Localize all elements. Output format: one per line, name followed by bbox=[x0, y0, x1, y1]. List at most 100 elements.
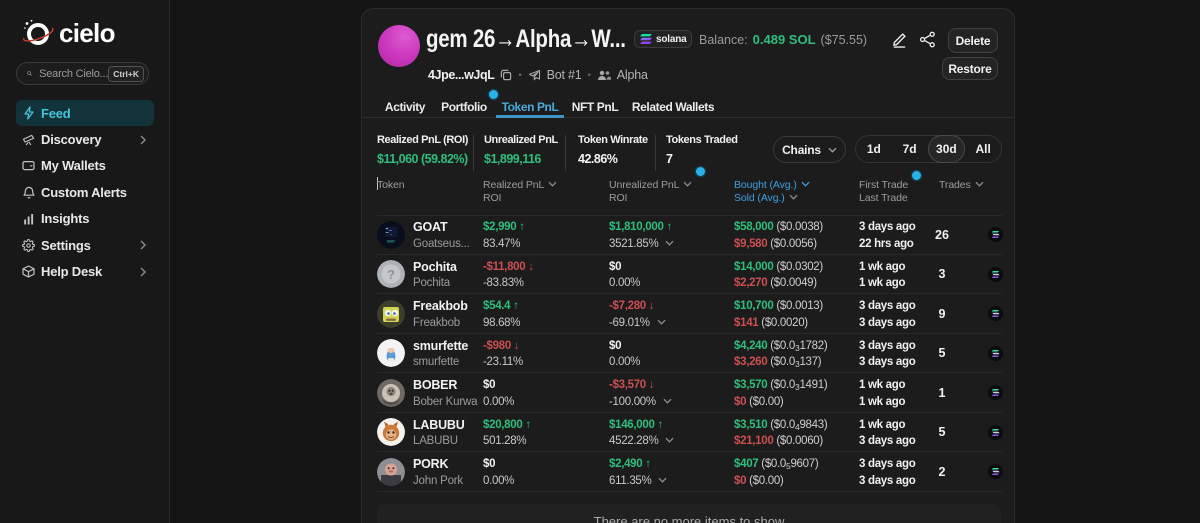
trade-times-cell: 3 days ago 3 days ago bbox=[859, 457, 916, 488]
sidebar-item-insights[interactable]: Insights bbox=[16, 206, 154, 232]
unrealized-pnl-cell: -$7,280 ↓ -69.01% bbox=[609, 299, 666, 330]
token-name: Bober Kurwa bbox=[413, 395, 478, 408]
col-header-unrealized[interactable]: Unrealized PnL ROI bbox=[609, 179, 692, 205]
bought-line: $4,240 ($0.031782) bbox=[734, 339, 828, 353]
col-header-token[interactable]: Token bbox=[377, 179, 405, 191]
realized-pnl-cell: $2,990 ↑ 83.47% bbox=[483, 220, 525, 251]
token-symbol: GOAT bbox=[413, 220, 448, 234]
range-1d[interactable]: 1d bbox=[866, 142, 881, 156]
tab-related-wallets[interactable]: Related Wallets bbox=[631, 100, 715, 114]
solana-chain-icon bbox=[988, 227, 1003, 242]
sidebar-item-custom-alerts[interactable]: Custom Alerts bbox=[16, 179, 154, 205]
chains-dropdown[interactable]: Chains bbox=[773, 136, 846, 163]
last-trade: 3 days ago bbox=[859, 474, 916, 487]
token-names: BOBER Bober Kurwa bbox=[413, 378, 477, 409]
sold-line: $3,260 ($0.03137) bbox=[734, 356, 822, 369]
tab-portfolio[interactable]: Portfolio bbox=[441, 100, 487, 114]
sidebar-item-help-desk[interactable]: Help Desk bbox=[16, 258, 154, 284]
token-row-smurfette[interactable]: smurfette smurfette -$980 ↓ -23.11% $0 0.00% $… bbox=[362, 334, 1016, 374]
first-trade: 3 days ago bbox=[859, 458, 916, 470]
bought-line: $10,700 ($0.0013) bbox=[734, 300, 823, 312]
token-names: smurfette smurfette bbox=[413, 339, 468, 370]
trades-count: 5 bbox=[938, 346, 946, 361]
unrealized-pnl-cell: $0 0.00% bbox=[609, 260, 640, 291]
sidebar-item-label: Insights bbox=[41, 211, 90, 227]
token-row-labubu[interactable]: LABUBU LABUBU $20,800 ↑ 501.28% $146,000 ↑ 45… bbox=[362, 413, 1016, 453]
no-more-items-text: There are no more items to show bbox=[593, 514, 785, 523]
share-icon[interactable] bbox=[919, 31, 936, 48]
token-row-pochita[interactable]: ? Pochita Pochita -$11,800 ↓ -83.83% $0 0.00% $… bbox=[362, 255, 1016, 295]
col-header-bought-sold[interactable]: Bought (Avg.) Sold (Avg.) bbox=[734, 179, 810, 205]
token-row-freakbob[interactable]: Freakbob Freakbob $54.4 ↑ 98.68% -$7,280 ↓ -6… bbox=[362, 294, 1016, 334]
tab-bar: Activity Portfolio Token PnL NFT PnL Related… bbox=[362, 100, 1016, 114]
sidebar-item-settings[interactable]: Settings bbox=[16, 232, 154, 258]
token-row-goat[interactable]: GOAT GOAT Goatseus... $2,990 ↑ 83.47% $1,810,… bbox=[362, 215, 1016, 255]
trade-times-cell: 1 wk ago 1 wk ago bbox=[859, 260, 905, 291]
sidebar-item-discovery[interactable]: Discovery bbox=[16, 126, 154, 152]
col-header-trade-times[interactable]: First Trade Last Trade bbox=[859, 179, 909, 204]
bought-sold-cell: $3,570 ($0.031491) $0 ($0.00) bbox=[734, 378, 828, 409]
token-icon-freakbob bbox=[377, 299, 405, 328]
unrealized-amount: $2,490 ↑ bbox=[609, 458, 651, 470]
realized-pnl-cell: $0 0.00% bbox=[483, 378, 514, 409]
group-label: Alpha bbox=[616, 68, 648, 82]
token-symbol: smurfette bbox=[413, 338, 469, 353]
token-row-bober[interactable]: BOBER Bober Kurwa $0 0.00% -$3,570 ↓ -100.00%… bbox=[362, 373, 1016, 413]
stat-label: Token Winrate bbox=[578, 134, 648, 146]
cielo-logo[interactable]: cielo bbox=[20, 16, 115, 50]
bought-sold-cell: $14,000 ($0.0302) $2,270 ($0.0049) bbox=[734, 260, 823, 291]
telescope-icon bbox=[22, 133, 35, 146]
wallet-title: gem 26→Alpha→W... bbox=[426, 25, 626, 53]
realized-pnl-cell: $54.4 ↑ 98.68% bbox=[483, 299, 521, 330]
unrealized-roi: 611.35% bbox=[609, 474, 667, 488]
copy-icon[interactable] bbox=[500, 69, 512, 81]
stat-value: 7 bbox=[666, 152, 673, 166]
stat-tokens-traded: Tokens Traded 7 bbox=[666, 134, 738, 166]
chain-badge: solana bbox=[634, 30, 693, 48]
sidebar-item-feed[interactable]: Feed bbox=[16, 100, 154, 127]
sidebar-item-label: My Wallets bbox=[41, 158, 106, 174]
range-7d[interactable]: 7d bbox=[902, 142, 917, 156]
tabs-divider bbox=[362, 117, 1014, 118]
first-trade: 3 days ago bbox=[859, 339, 916, 352]
sidebar-item-my-wallets[interactable]: My Wallets bbox=[16, 153, 154, 179]
tab-nft-pnl[interactable]: NFT PnL bbox=[571, 100, 619, 114]
stat-realized-pnl-roi-: Realized PnL (ROI) $11,060 (59.82%) bbox=[377, 134, 468, 166]
sidebar-item-label: Custom Alerts bbox=[41, 184, 127, 200]
first-trade: 1 wk ago bbox=[859, 260, 906, 273]
token-symbol: LABUBU bbox=[413, 417, 465, 432]
notification-dot-tab bbox=[489, 90, 498, 99]
token-name: Pochita bbox=[413, 277, 450, 289]
range-30d[interactable]: 30d bbox=[927, 135, 966, 163]
token-name: John Pork bbox=[413, 474, 463, 487]
col-header-realized[interactable]: Realized PnL ROI bbox=[483, 179, 557, 205]
first-trade: 1 wk ago bbox=[859, 418, 906, 431]
token-icon-bober bbox=[377, 378, 405, 407]
bought-sold-cell: $10,700 ($0.0013) $141 ($0.0020) bbox=[734, 299, 823, 330]
edit-icon[interactable] bbox=[891, 31, 908, 48]
token-name: LABUBU bbox=[413, 435, 458, 447]
unrealized-pnl-cell: -$3,570 ↓ -100.00% bbox=[609, 378, 672, 409]
solana-chain-icon bbox=[988, 345, 1003, 361]
realized-pnl-cell: -$980 ↓ -23.11% bbox=[483, 339, 523, 370]
col-header-trades[interactable]: Trades bbox=[939, 179, 984, 192]
token-row-pork[interactable]: PORK John Pork $0 0.00% $2,490 ↑ 611.35% $407… bbox=[362, 452, 1016, 492]
delete-button[interactable]: Delete bbox=[948, 28, 998, 53]
unrealized-pnl-cell: $146,000 ↑ 4522.28% bbox=[609, 418, 674, 449]
realized-roi: 0.00% bbox=[483, 395, 515, 408]
unrealized-amount: $146,000 ↑ bbox=[609, 418, 663, 431]
tab-activity[interactable]: Activity bbox=[384, 100, 426, 114]
last-trade: 1 wk ago bbox=[859, 395, 906, 408]
token-symbol: Pochita bbox=[413, 259, 457, 274]
realized-roi: 501.28% bbox=[483, 435, 527, 447]
realized-amount: $20,800 ↑ bbox=[483, 418, 531, 431]
range-all[interactable]: All bbox=[975, 142, 991, 156]
search-input[interactable]: Search Cielo... Ctrl+K bbox=[16, 62, 149, 85]
restore-button[interactable]: Restore bbox=[942, 57, 998, 80]
wallet-avatar bbox=[378, 25, 420, 67]
unrealized-amount: -$3,570 ↓ bbox=[609, 379, 655, 391]
token-icon-goat: GOAT bbox=[377, 220, 405, 249]
solana-chain-icon bbox=[988, 464, 1003, 479]
tab-token-pnl[interactable]: Token PnL bbox=[501, 100, 559, 114]
